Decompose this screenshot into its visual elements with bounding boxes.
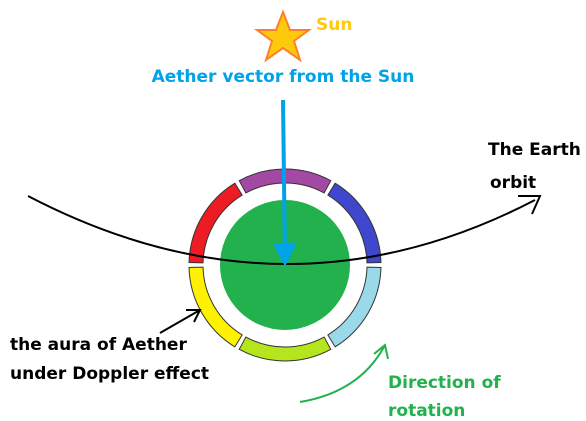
sun-label: Sun <box>316 15 352 35</box>
aether-label: Aether vector from the Sun <box>152 67 415 87</box>
aura-segment <box>188 266 243 348</box>
aura-pointer <box>159 309 202 334</box>
earth-orbit-label: The Earth <box>488 140 581 160</box>
aura-segment <box>327 182 382 264</box>
aura-segment <box>238 336 332 362</box>
orbit-arrowhead <box>518 195 542 215</box>
earth-orbit-label: orbit <box>490 173 536 193</box>
aura-segment <box>188 182 243 264</box>
aura-ring <box>188 168 382 362</box>
rotation-label: rotation <box>388 401 465 421</box>
aura-segment <box>327 266 382 348</box>
aura-label: under Doppler effect <box>10 364 209 384</box>
aura-label: the aura of Aether <box>10 335 187 355</box>
rotation-label: Direction of <box>388 373 501 393</box>
rotation-arrow <box>299 343 389 403</box>
aether-arrow <box>272 99 297 267</box>
sun-star <box>253 9 313 63</box>
